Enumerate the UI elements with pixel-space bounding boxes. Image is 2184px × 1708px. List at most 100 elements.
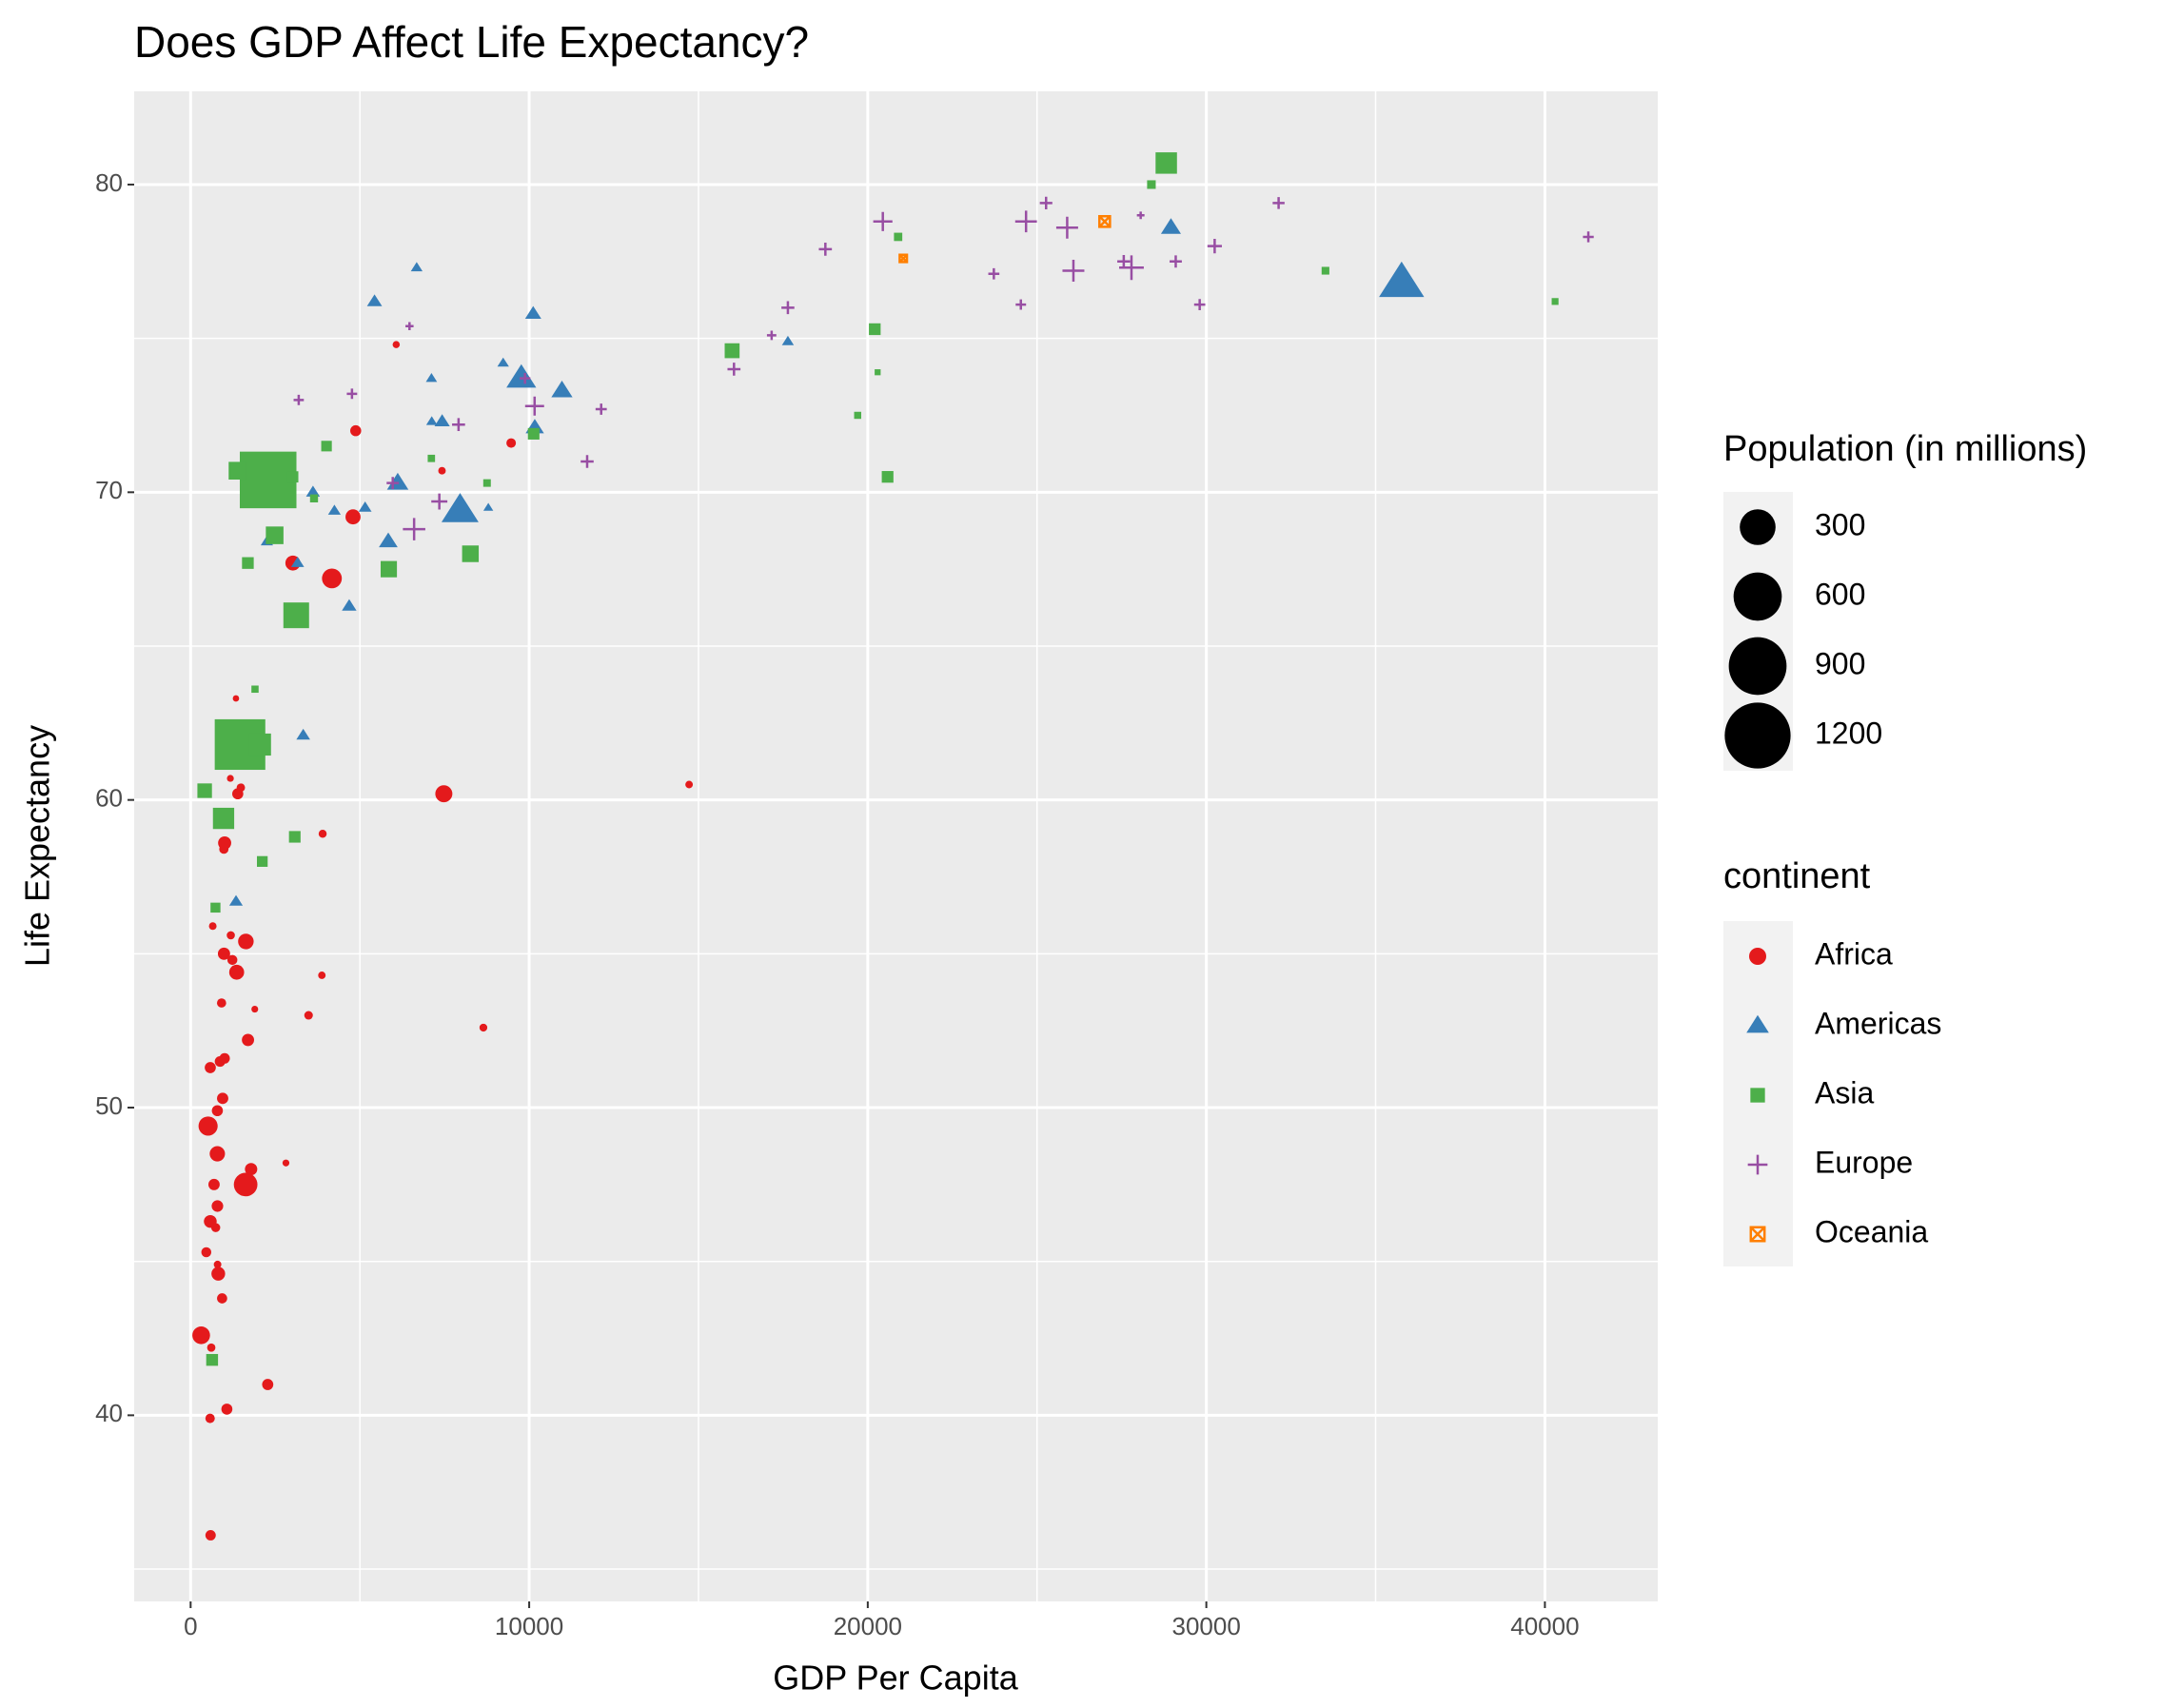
point — [441, 493, 479, 522]
point — [527, 427, 540, 440]
size-legend-label: 900 — [1815, 646, 1865, 680]
point — [482, 479, 491, 487]
grid — [134, 91, 1658, 1601]
point — [232, 788, 244, 800]
point — [216, 998, 226, 1008]
size-legend-label: 300 — [1815, 507, 1865, 541]
point — [881, 471, 894, 483]
point — [1014, 210, 1037, 233]
size-legend-title: Population (in millions) — [1723, 429, 2087, 469]
point — [818, 243, 833, 256]
legend-label: Americas — [1815, 1006, 1941, 1040]
point — [1207, 239, 1222, 254]
point — [245, 1163, 258, 1176]
marks — [192, 152, 1594, 1541]
point — [217, 1092, 228, 1105]
chart-title: Does GDP Affect Life Expectancy? — [134, 17, 809, 67]
y-tick-label: 70 — [95, 476, 123, 504]
point — [233, 1172, 258, 1197]
point — [479, 1023, 488, 1032]
point — [1321, 266, 1329, 275]
point — [1015, 299, 1027, 310]
point — [322, 568, 343, 589]
color-legend-title: continent — [1723, 856, 1871, 896]
point — [1098, 214, 1112, 228]
point — [228, 894, 244, 906]
point — [242, 1033, 255, 1047]
point — [214, 1055, 226, 1068]
point — [685, 780, 694, 789]
legend-key — [1749, 1226, 1766, 1243]
point — [205, 1530, 216, 1541]
point — [266, 526, 284, 544]
point — [207, 1178, 220, 1190]
size-legend-label: 600 — [1815, 577, 1865, 611]
point — [210, 902, 221, 913]
point — [988, 267, 1000, 280]
point — [898, 253, 909, 264]
point — [595, 403, 607, 415]
point — [410, 262, 423, 272]
panel — [134, 91, 1658, 1601]
point — [226, 775, 234, 782]
point — [1272, 197, 1285, 209]
point — [192, 1325, 210, 1345]
point — [350, 424, 362, 437]
point — [366, 294, 383, 306]
point — [379, 532, 398, 548]
point — [228, 461, 246, 481]
point — [405, 322, 414, 330]
point — [327, 504, 342, 515]
y-axis-title: Life Expectancy — [18, 725, 57, 967]
point — [206, 1353, 219, 1366]
point — [497, 357, 509, 367]
point — [1136, 211, 1145, 220]
point — [894, 232, 903, 242]
size-legend-label: 1200 — [1815, 716, 1882, 750]
x-tick-label: 20000 — [834, 1612, 902, 1640]
legend-label: Oceania — [1815, 1214, 1928, 1248]
point — [221, 1404, 233, 1415]
point — [205, 1413, 215, 1423]
point — [869, 323, 881, 336]
point — [727, 363, 741, 376]
point — [205, 1062, 216, 1073]
legend-key — [1750, 1088, 1765, 1103]
x-tick-label: 0 — [184, 1612, 197, 1640]
point — [318, 830, 327, 838]
point — [506, 363, 537, 388]
point — [438, 466, 446, 475]
point — [1583, 231, 1594, 243]
point — [293, 394, 305, 405]
point — [403, 518, 425, 540]
point — [304, 1011, 313, 1020]
point — [345, 509, 361, 525]
point — [309, 494, 319, 502]
point — [1062, 260, 1085, 283]
point — [321, 441, 332, 452]
point — [197, 783, 212, 798]
point — [425, 373, 438, 383]
point — [207, 1343, 216, 1352]
point — [506, 438, 517, 448]
point — [204, 1214, 217, 1228]
y-tick-label: 80 — [95, 168, 123, 197]
point — [520, 373, 531, 384]
point — [219, 844, 229, 854]
legend: 300 600 900 1200 Africa Americas Asia Europe Oce… — [1724, 507, 1941, 1248]
x-axis-title: GDP Per Capita — [773, 1659, 1018, 1698]
point — [286, 471, 299, 483]
point — [781, 335, 795, 345]
point — [239, 451, 297, 509]
point — [386, 477, 400, 490]
point — [226, 931, 235, 940]
point — [1039, 196, 1053, 209]
point — [342, 599, 357, 611]
point — [766, 330, 777, 341]
point — [427, 454, 436, 462]
point — [358, 501, 372, 512]
point — [1119, 255, 1144, 281]
legend-label: Africa — [1815, 936, 1893, 971]
point — [452, 418, 465, 432]
